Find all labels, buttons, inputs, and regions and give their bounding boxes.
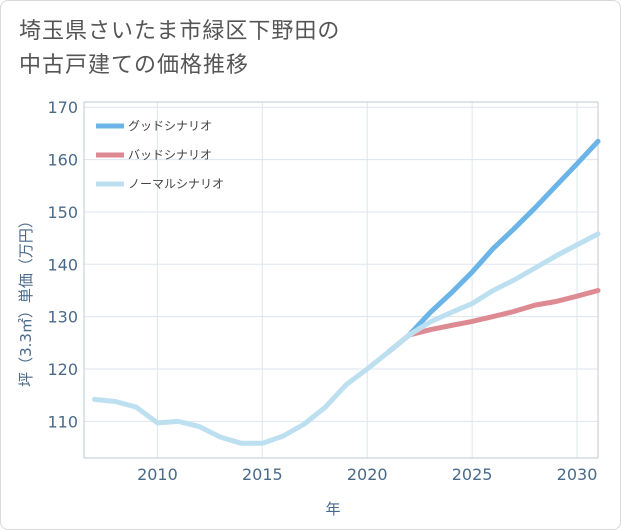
- series-lines: [92, 138, 601, 446]
- legend-label: グッドシナリオ: [128, 119, 212, 133]
- y-tick-label: 110: [47, 412, 78, 431]
- y-tick-label: 120: [47, 360, 78, 379]
- x-tick-label: 2010: [137, 465, 178, 484]
- y-tick-label: 140: [47, 255, 78, 274]
- x-axis-title: 年: [325, 500, 340, 518]
- y-tick-label: 130: [47, 308, 78, 327]
- chart-title: 埼玉県さいたま市緑区下野田の 中古戸建ての価格推移: [19, 15, 579, 83]
- series-line: [385, 138, 601, 355]
- x-tick-label: 2020: [347, 465, 388, 484]
- grid: [84, 102, 598, 458]
- y-tick-label: 170: [47, 98, 78, 117]
- series-line: [385, 288, 601, 355]
- y-tick-label: 160: [47, 151, 78, 170]
- y-tick-label: 150: [47, 203, 78, 222]
- x-tick-labels: 2010 2015 2020 2025 2030: [137, 465, 597, 484]
- plot-frame: [83, 101, 599, 459]
- x-tick-label: 2025: [452, 465, 493, 484]
- chart-title-line2: 中古戸建ての価格推移: [19, 53, 250, 78]
- y-axis-title: 坪（3.3㎡）単価（万円）: [17, 213, 35, 387]
- legend-label: バッドシナリオ: [128, 148, 212, 162]
- x-tick-label: 2015: [242, 465, 283, 484]
- y-tick-labels: 110 120 130 140 150 160 170: [47, 98, 78, 431]
- series-line: [92, 231, 601, 446]
- x-tick-label: 2030: [557, 465, 598, 484]
- chart-title-line1: 埼玉県さいたま市緑区下野田の: [19, 19, 341, 44]
- legend-label: ノーマルシナリオ: [128, 177, 224, 191]
